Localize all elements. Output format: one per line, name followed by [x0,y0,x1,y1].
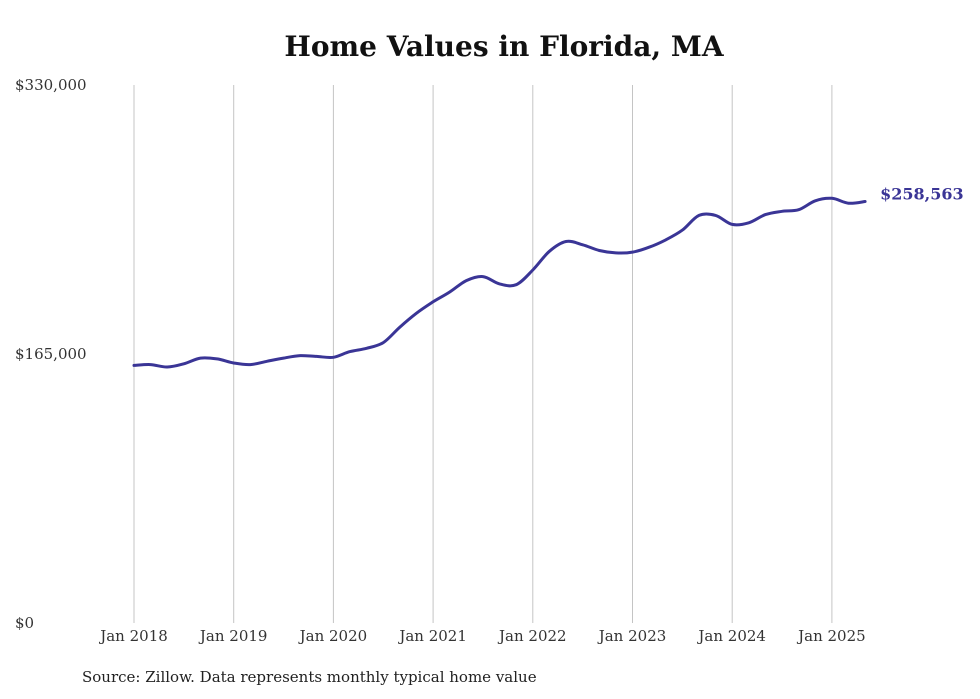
data-point [498,283,500,285]
data-point [332,356,334,358]
x-axis: Jan 2018 Jan 2019 Jan 2020 Jan 2021 Jan 2022… [98,627,865,645]
data-point [581,244,583,246]
data-point [831,197,833,199]
gridlines [133,85,833,623]
data-point [365,347,367,349]
data-point [731,223,733,225]
data-point [465,279,467,281]
x-tick-label: Jan 2024 [696,627,766,645]
data-point [216,358,218,360]
data-point [449,291,451,293]
data-point [681,229,683,231]
data-point [615,252,617,254]
chart-title: Home Values in Florida, MA [284,30,724,63]
data-point [598,249,600,251]
data-point [864,200,866,202]
data-point [349,350,351,352]
x-tick-label: Jan 2018 [98,627,168,645]
end-value-label: $258,563 [880,184,964,203]
line-chart: $0$165,000$330,000 Jan 2018 Jan 2019 Jan 2… [15,76,964,645]
data-point [781,210,783,212]
data-point [814,200,816,202]
data-point [432,301,434,303]
data-point [847,202,849,204]
x-tick-label: Jan 2019 [198,627,268,645]
x-tick-label: Jan 2020 [298,627,368,645]
data-point [748,222,750,224]
data-point [299,354,301,356]
x-tick-label: Jan 2025 [796,627,866,645]
data-point [548,250,550,252]
data-point [631,251,633,253]
x-tick-label: Jan 2021 [397,627,467,645]
y-tick-label: $165,000 [15,345,87,363]
data-point [149,363,151,365]
data-point [316,355,318,357]
data-point [565,240,567,242]
source-note: Source: Zillow. Data represents monthly … [82,668,537,686]
data-point [764,213,766,215]
x-tick-label: Jan 2022 [497,627,567,645]
data-point [399,326,401,328]
y-tick-label: $0 [15,614,34,632]
data-point [698,214,700,216]
data-point [199,357,201,359]
data-point [648,246,650,248]
data-point [282,357,284,359]
data-point [183,363,185,365]
y-tick-label: $330,000 [15,76,87,94]
data-point [249,363,251,365]
data-point [797,209,799,211]
data-point [233,362,235,364]
data-point [133,364,135,366]
data-point [532,269,534,271]
data-point [482,275,484,277]
x-tick-label: Jan 2023 [597,627,667,645]
data-point [382,341,384,343]
data-point [515,284,517,286]
series-line-0 [132,196,867,369]
data-point [714,214,716,216]
data-point [665,239,667,241]
data-point [266,360,268,362]
series: $258,563 [132,184,964,369]
data-point [415,312,417,314]
data-point [166,366,168,368]
y-axis: $0 $165,000 $330,000 [15,76,87,632]
